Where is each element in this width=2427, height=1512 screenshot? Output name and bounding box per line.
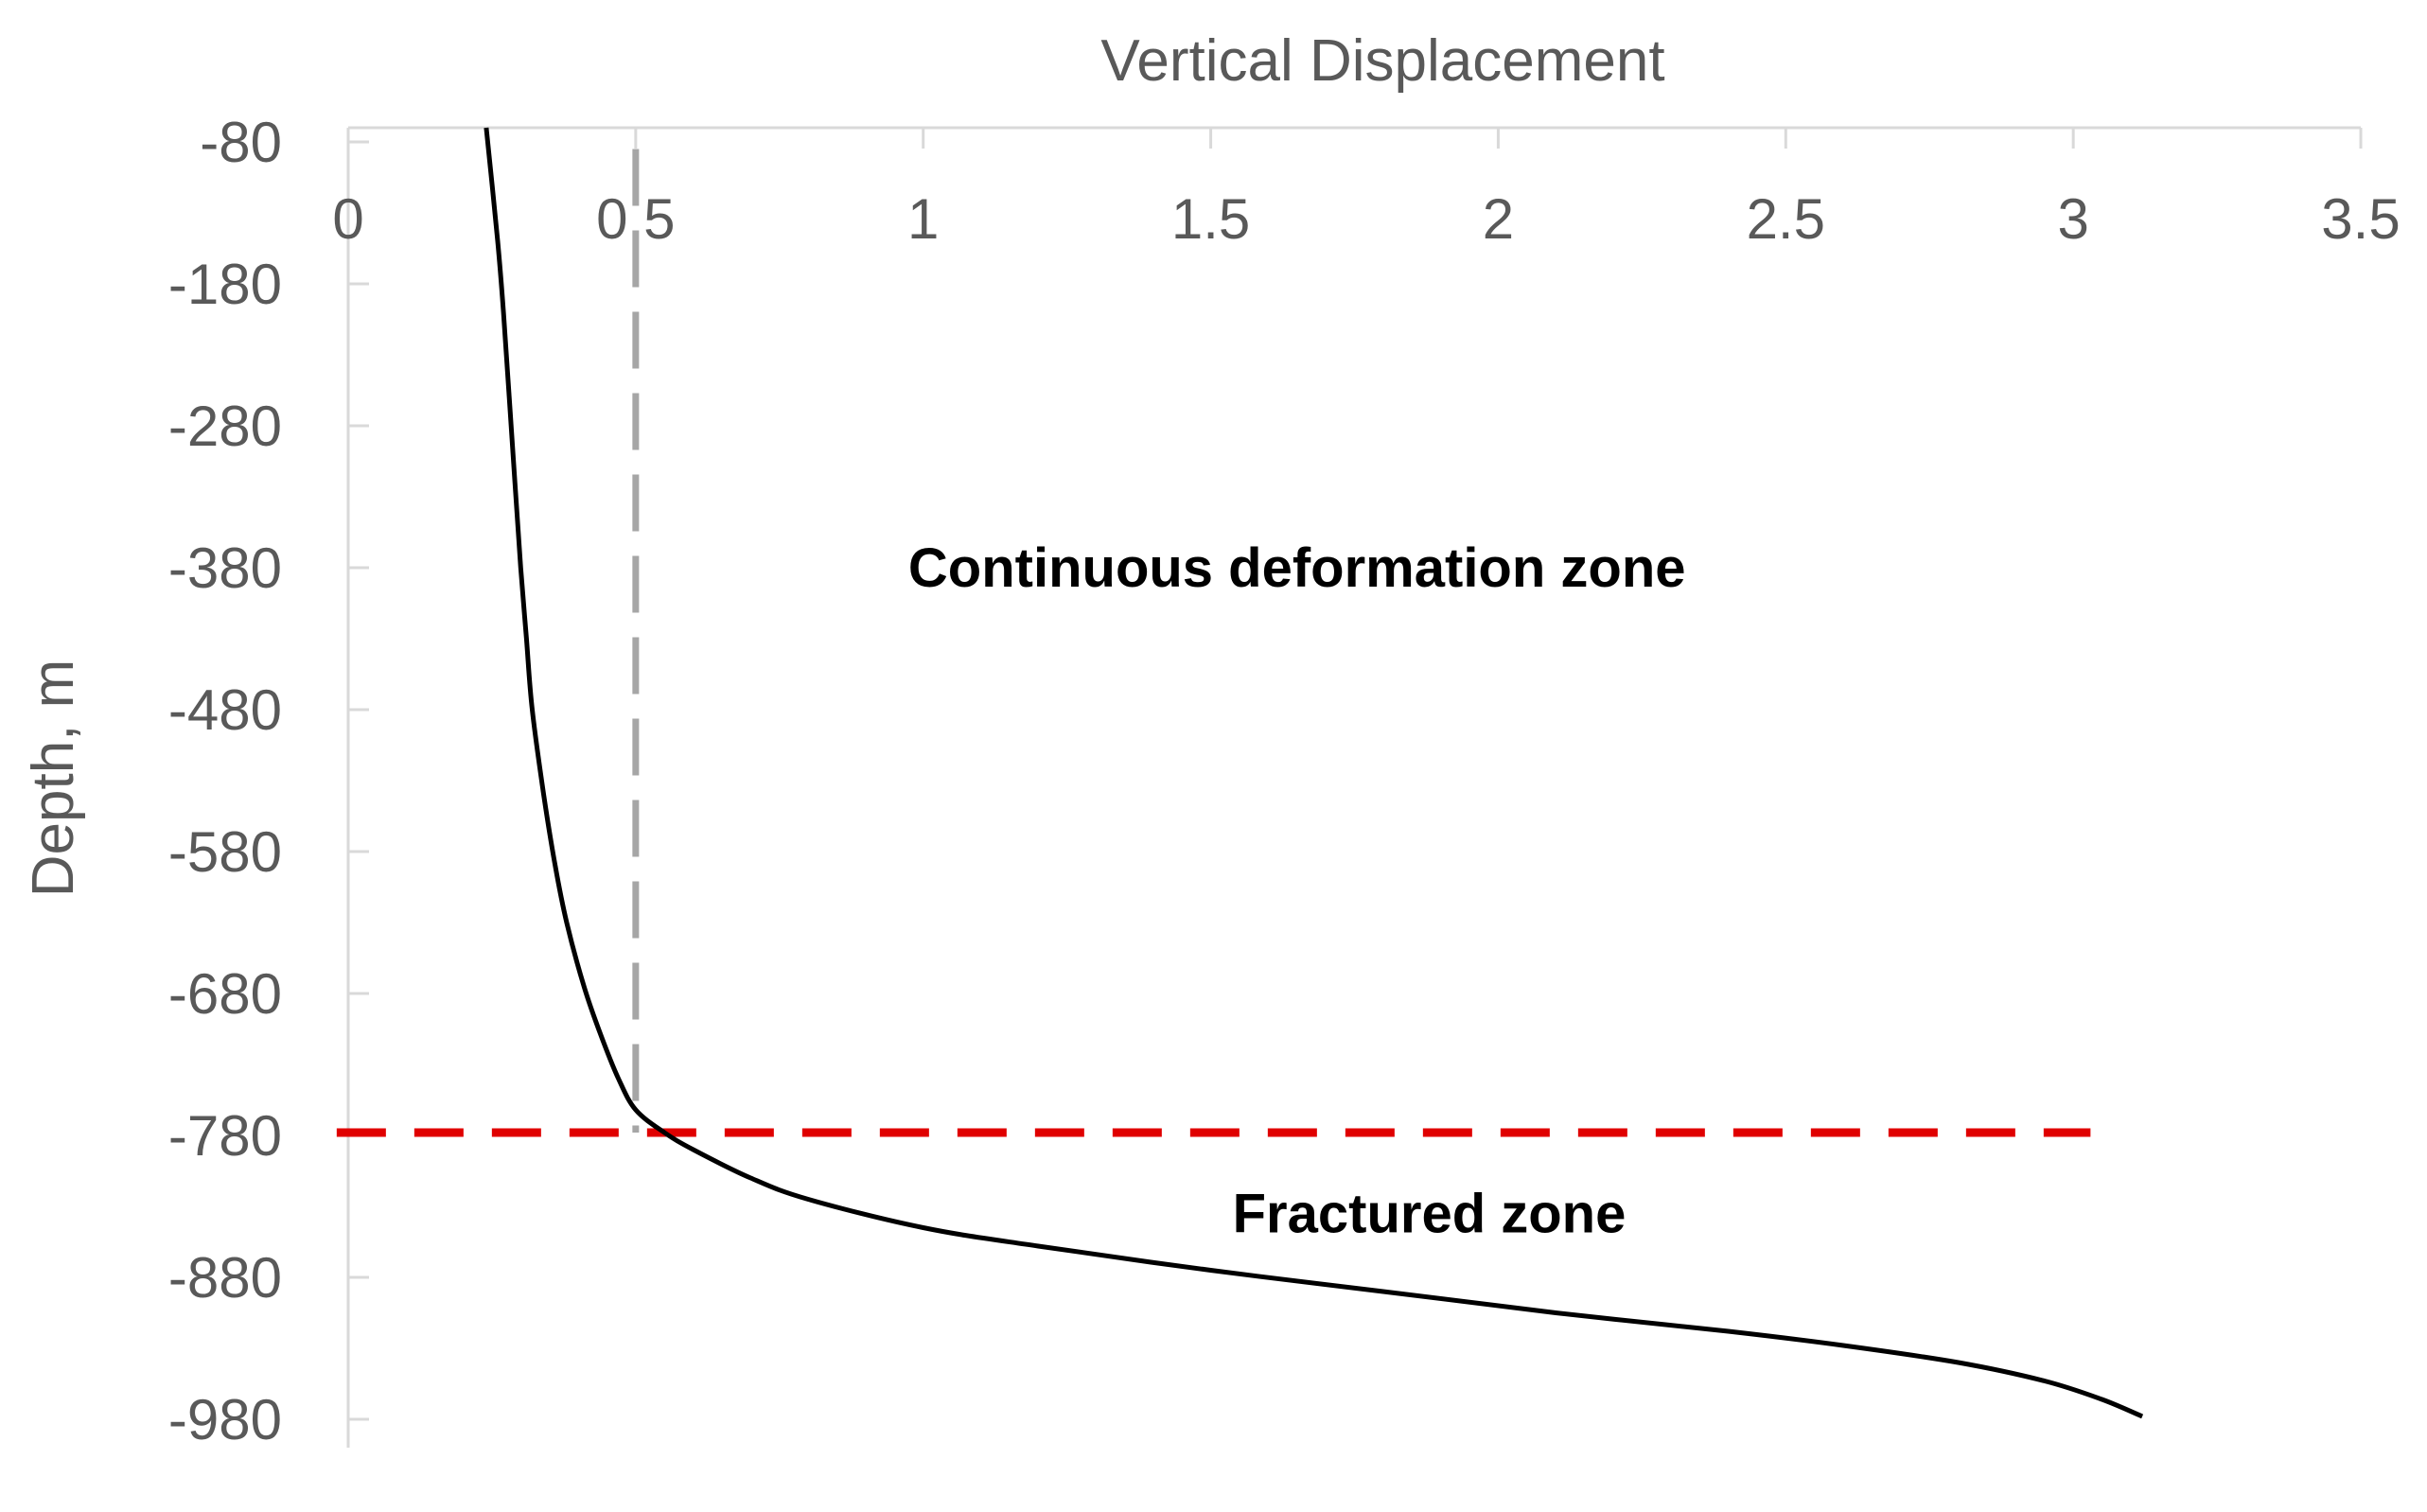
y-tick-label: -480 — [168, 678, 282, 742]
y-tick-label: -280 — [168, 395, 282, 458]
y-tick-label: -180 — [168, 253, 282, 316]
y-tick-label: -380 — [168, 536, 282, 600]
displacement-curve — [484, 127, 2144, 1419]
y-tick-label: -80 — [200, 111, 282, 174]
axes: 0 0.5 1 1.5 2 2.5 3 3.5-80-180-280-380-480-580-… — [168, 111, 2401, 1451]
y-axis-title: Depth, m — [21, 659, 86, 898]
x-tick-label: 2 — [1483, 187, 1514, 251]
y-tick-label: -880 — [168, 1246, 282, 1310]
y-tick-label: -580 — [168, 820, 282, 884]
y-tick-label: -680 — [168, 962, 282, 1026]
annotations: Continuous deformation zone Fractured zon… — [908, 537, 1686, 1245]
x-tick-label: 3 — [2057, 187, 2088, 251]
series-group — [484, 127, 2144, 1419]
x-tick-label: 2.5 — [1747, 187, 1825, 251]
x-axis-title: Vertical Displacement — [1100, 28, 1664, 94]
y-tick-label: -980 — [168, 1388, 282, 1451]
x-tick-label: 3.5 — [2321, 187, 2400, 251]
reference-lines — [336, 149, 2091, 1137]
fractured-zone-label: Fractured zone — [1233, 1184, 1627, 1245]
y-tick-label: -780 — [168, 1104, 282, 1168]
continuous-deformation-zone-label: Continuous deformation zone — [908, 537, 1686, 599]
x-tick-label: 1.5 — [1171, 187, 1250, 251]
x-tick-label: 1 — [907, 187, 939, 251]
x-tick-label: 0 — [332, 187, 363, 251]
